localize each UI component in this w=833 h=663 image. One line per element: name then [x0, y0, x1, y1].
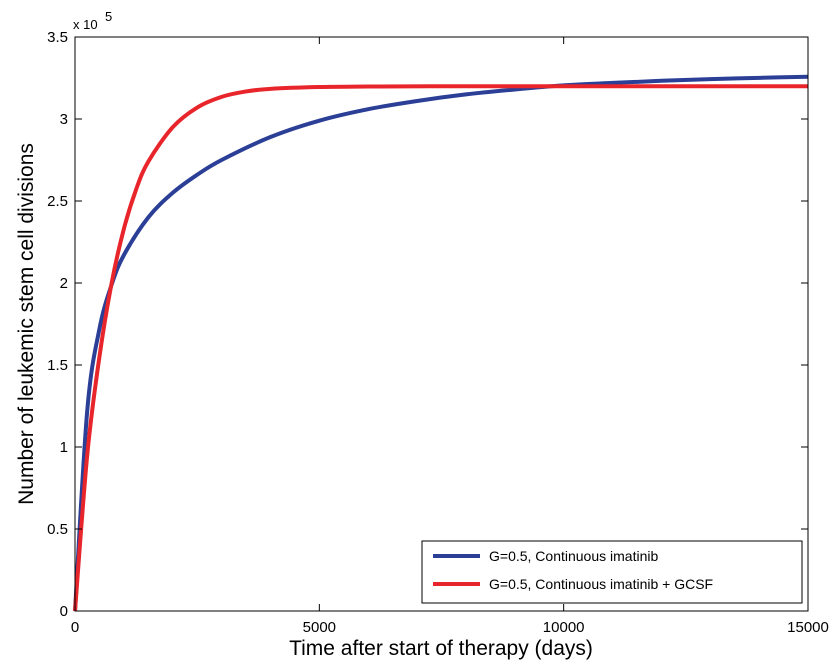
legend-label-imatinib-gcsf: G=0.5, Continuous imatinib + GCSF [489, 576, 713, 592]
y-tick-label: 3 [60, 111, 68, 128]
series-layer [73, 74, 809, 612]
tick-layer: 0 5000 10000 15000 0 0.5 1 1.5 2 2.5 3 3.5 [47, 29, 829, 636]
y-tick-label: 2.5 [47, 193, 68, 210]
legend: G=0.5, Continuous imatinib G=0.5, Contin… [421, 540, 803, 604]
x-axis-label: Time after start of therapy (days) [289, 637, 593, 660]
series-line-1 [73, 84, 808, 612]
y-exponent-power: 5 [105, 9, 112, 24]
x-tick-label: 5000 [303, 619, 336, 636]
y-tick-label: 1.5 [47, 357, 68, 374]
x-tick-label: 10000 [543, 619, 585, 636]
y-tick-label: 3.5 [47, 29, 68, 46]
x-tick-label: 0 [71, 619, 79, 636]
y-tick-label: 0.5 [47, 521, 68, 538]
y-tick-label: 1 [60, 439, 68, 456]
legend-box [421, 540, 803, 604]
y-tick-label: 2 [60, 275, 68, 292]
x-tick-label: 15000 [787, 619, 829, 636]
y-exponent-base: x 10 [73, 17, 98, 32]
legend-label-continuous-imatinib: G=0.5, Continuous imatinib [489, 548, 658, 564]
y-axis-label: Number of leukemic stem cell divisions [15, 143, 38, 505]
plot-frame [74, 36, 809, 612]
y-tick-label: 0 [60, 603, 68, 620]
y-exponent: x 10 5 [73, 9, 112, 32]
